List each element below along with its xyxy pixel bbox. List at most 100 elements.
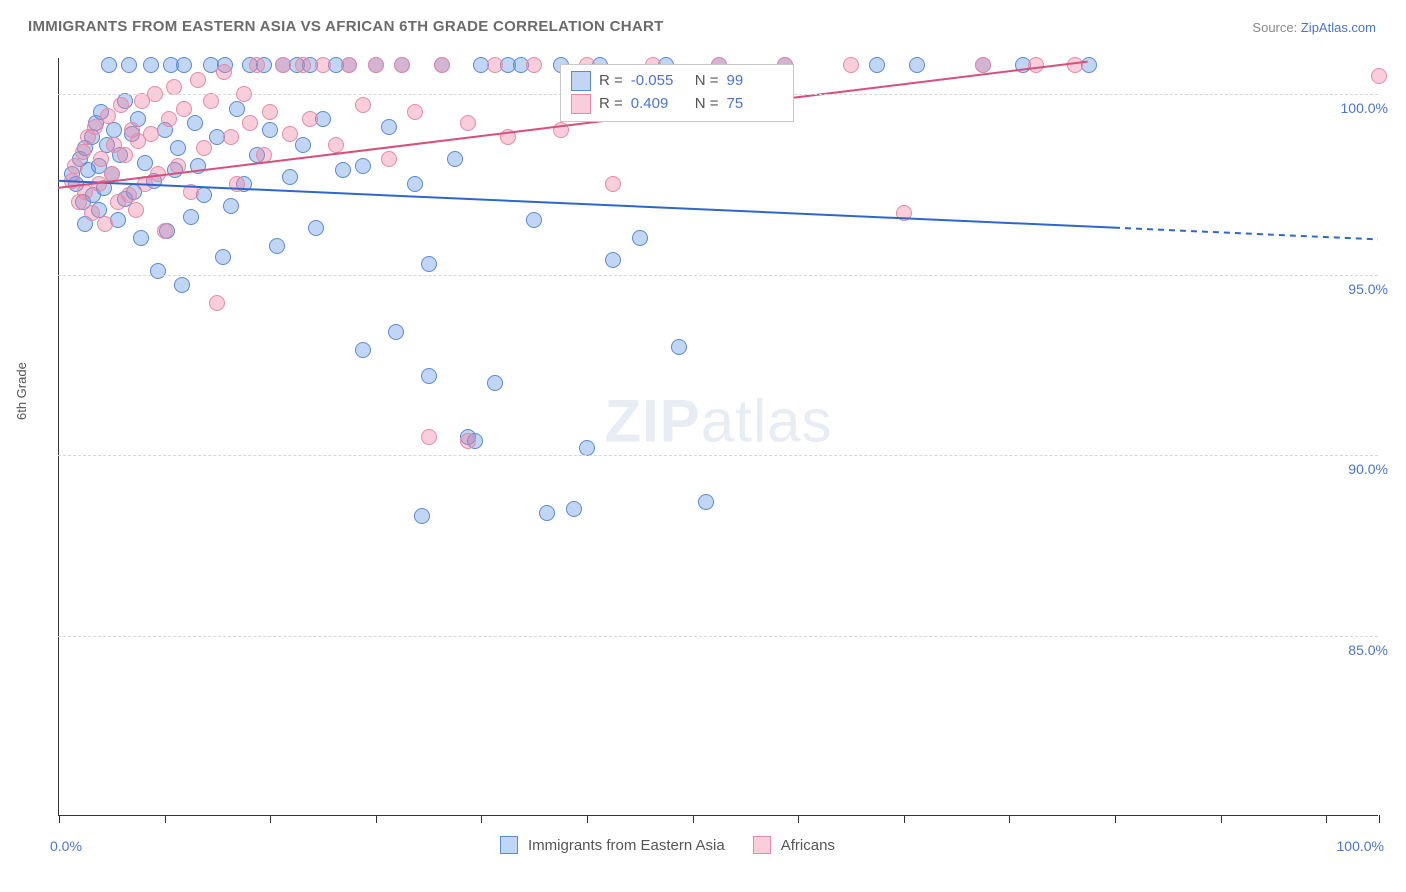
data-point xyxy=(460,433,476,449)
data-point xyxy=(526,57,542,73)
data-point xyxy=(183,209,199,225)
r-value: 0.409 xyxy=(631,92,687,115)
data-point xyxy=(161,111,177,127)
x-tick xyxy=(798,815,799,823)
y-tick-label: 95.0% xyxy=(1348,281,1388,297)
legend-swatch xyxy=(571,71,591,91)
x-tick xyxy=(1115,815,1116,823)
data-point xyxy=(75,144,91,160)
data-point xyxy=(176,101,192,117)
gridline xyxy=(58,275,1378,276)
data-point xyxy=(295,57,311,73)
data-point xyxy=(421,256,437,272)
data-point xyxy=(381,151,397,167)
data-point xyxy=(308,220,324,236)
data-point xyxy=(487,375,503,391)
legend-swatch xyxy=(500,836,518,854)
data-point xyxy=(269,238,285,254)
x-tick xyxy=(1326,815,1327,823)
data-point xyxy=(414,508,430,524)
data-point xyxy=(579,440,595,456)
data-point xyxy=(223,198,239,214)
stats-legend: R =-0.055N =99R =0.409N =75 xyxy=(560,64,794,122)
n-label: N = xyxy=(695,92,719,115)
data-point xyxy=(632,230,648,246)
data-point xyxy=(421,368,437,384)
x-tick xyxy=(59,815,60,823)
data-point xyxy=(216,64,232,80)
data-point xyxy=(407,104,423,120)
data-point xyxy=(143,57,159,73)
r-value: -0.055 xyxy=(631,69,687,92)
source-link[interactable]: ZipAtlas.com xyxy=(1301,20,1376,35)
data-point xyxy=(128,202,144,218)
data-point xyxy=(295,137,311,153)
x-tick xyxy=(165,815,166,823)
data-point xyxy=(262,122,278,138)
data-point xyxy=(183,184,199,200)
data-point xyxy=(133,230,149,246)
x-tick xyxy=(1221,815,1222,823)
data-point xyxy=(262,104,278,120)
data-point xyxy=(896,205,912,221)
data-point xyxy=(101,57,117,73)
legend-series-label: Immigrants from Eastern Asia xyxy=(528,837,725,854)
data-point xyxy=(394,57,410,73)
n-label: N = xyxy=(695,69,719,92)
data-point xyxy=(355,158,371,174)
x-tick xyxy=(481,815,482,823)
data-point xyxy=(328,137,344,153)
x-tick xyxy=(1379,815,1380,823)
data-point xyxy=(566,501,582,517)
data-point xyxy=(117,147,133,163)
data-point xyxy=(196,140,212,156)
data-point xyxy=(113,97,129,113)
data-point xyxy=(388,324,404,340)
source-label: Source: xyxy=(1252,20,1297,35)
data-point xyxy=(170,158,186,174)
data-point xyxy=(539,505,555,521)
data-point xyxy=(407,176,423,192)
y-tick-label: 90.0% xyxy=(1348,461,1388,477)
x-tick xyxy=(270,815,271,823)
stats-legend-row: R =-0.055N =99 xyxy=(571,69,783,92)
x-tick xyxy=(693,815,694,823)
data-point xyxy=(315,57,331,73)
stats-legend-row: R =0.409N =75 xyxy=(571,92,783,115)
data-point xyxy=(187,115,203,131)
x-tick xyxy=(1009,815,1010,823)
data-point xyxy=(553,122,569,138)
data-point xyxy=(209,295,225,311)
data-point xyxy=(166,79,182,95)
data-point xyxy=(355,342,371,358)
data-point xyxy=(605,176,621,192)
data-point xyxy=(176,57,192,73)
data-point xyxy=(500,129,516,145)
data-point xyxy=(91,176,107,192)
data-point xyxy=(97,216,113,232)
data-point xyxy=(355,97,371,113)
data-point xyxy=(843,57,859,73)
n-value: 75 xyxy=(727,92,783,115)
series-legend: Immigrants from Eastern Asia Africans xyxy=(500,836,853,854)
data-point xyxy=(1067,57,1083,73)
y-tick-label: 100.0% xyxy=(1341,100,1388,116)
legend-swatch xyxy=(753,836,771,854)
data-point xyxy=(174,277,190,293)
data-point xyxy=(223,129,239,145)
data-point xyxy=(302,111,318,127)
data-point xyxy=(190,158,206,174)
data-point xyxy=(93,151,109,167)
watermark: ZIPatlas xyxy=(604,387,832,456)
data-point xyxy=(605,252,621,268)
n-value: 99 xyxy=(727,69,783,92)
data-point xyxy=(282,126,298,142)
data-point xyxy=(975,57,991,73)
source-attribution: Source: ZipAtlas.com xyxy=(1252,20,1376,35)
data-point xyxy=(150,263,166,279)
data-point xyxy=(104,166,120,182)
legend-series-label: Africans xyxy=(781,837,835,854)
data-point xyxy=(150,166,166,182)
data-point xyxy=(341,57,357,73)
data-point xyxy=(190,72,206,88)
